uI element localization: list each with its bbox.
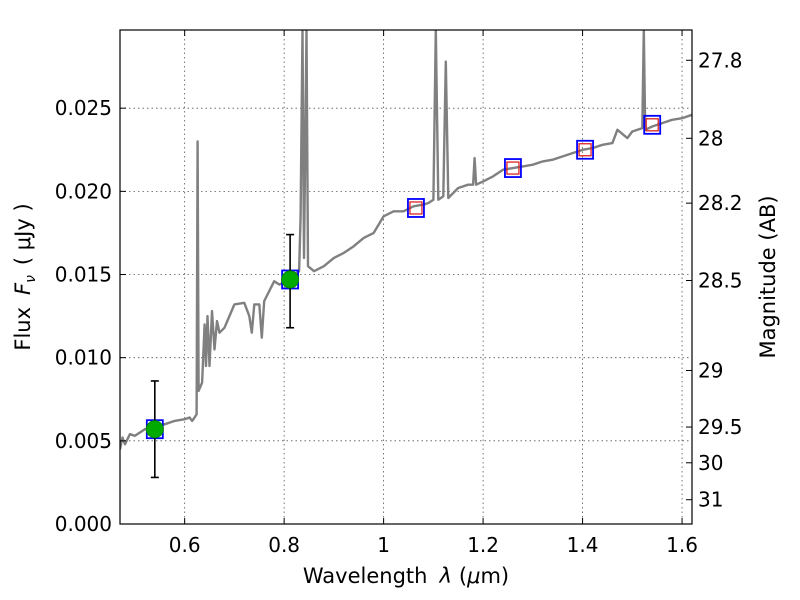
x-tick-label: 1.6 bbox=[666, 533, 698, 557]
model-photometry-box bbox=[407, 198, 425, 218]
y2-tick-label: 29.5 bbox=[698, 415, 743, 439]
y-axis-label: FluxFν( μJy ) bbox=[11, 203, 39, 350]
x-tick-label: 1.2 bbox=[467, 533, 499, 557]
y2-tick-label: 30 bbox=[698, 451, 723, 475]
observed-flux-point bbox=[281, 270, 300, 289]
y2-tick-label: 29 bbox=[698, 358, 723, 382]
template-spectrum-line bbox=[120, 30, 692, 450]
model-photometry-box bbox=[576, 139, 594, 160]
x-tick-label: 1.4 bbox=[567, 533, 599, 557]
x-tick-label: 1 bbox=[377, 533, 390, 557]
y2-tick-label: 28 bbox=[698, 126, 723, 150]
y2-tick-label: 28.5 bbox=[698, 268, 743, 292]
y2-axis-label: Magnitude (AB) bbox=[756, 195, 780, 358]
plot-frame bbox=[119, 29, 693, 525]
y-tick-label: 0.020 bbox=[55, 179, 112, 203]
model-photometry-box bbox=[504, 158, 522, 178]
x-axis-label: Wavelength λ (μm) bbox=[303, 564, 509, 588]
y-tick-label: 0.015 bbox=[55, 263, 112, 287]
y2-tick-label: 31 bbox=[698, 488, 723, 512]
upper-limit-marker bbox=[645, 118, 659, 132]
upper-limit-marker bbox=[409, 201, 423, 215]
axis-ticks: 0.6 0.8 1 1.2 1.4 1.6 0.000 0.005 0.010 0.015 0.02… bbox=[55, 30, 743, 557]
template-spectrum-layer bbox=[120, 30, 692, 450]
y2-tick-label: 28.2 bbox=[698, 191, 743, 215]
model-photometry-box bbox=[643, 114, 662, 135]
upper-limit-marker bbox=[506, 161, 520, 175]
y-tick-label: 0.000 bbox=[55, 512, 112, 536]
y2-tick-label: 27.8 bbox=[698, 48, 743, 72]
x-tick-label: 0.8 bbox=[268, 533, 300, 557]
y-tick-label: 0.005 bbox=[55, 429, 112, 453]
photometry-layer bbox=[145, 114, 662, 479]
x-tick-label: 0.6 bbox=[169, 533, 201, 557]
observed-flux-point bbox=[145, 420, 164, 439]
upper-limit-marker bbox=[578, 143, 592, 157]
y-tick-label: 0.025 bbox=[55, 96, 112, 120]
y-tick-label: 0.010 bbox=[55, 346, 112, 370]
plot-area bbox=[120, 30, 692, 524]
